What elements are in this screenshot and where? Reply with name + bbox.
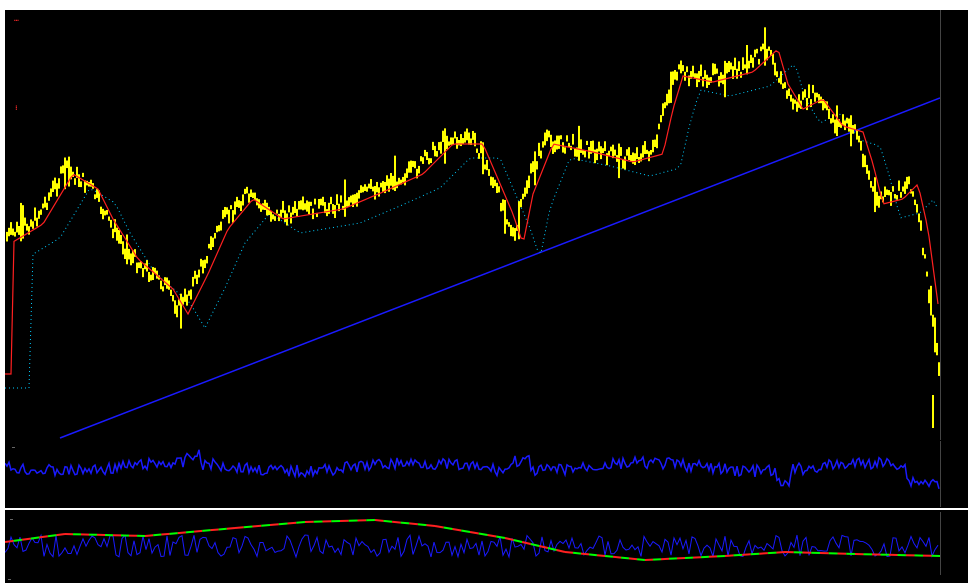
lower-signal-segment <box>22 537 31 541</box>
lower-signal-segment <box>776 551 786 554</box>
lower-signal-segment <box>759 552 768 555</box>
lower-signal-segment <box>443 526 453 530</box>
lower-signal-segment <box>234 526 244 529</box>
lower-signal-segment <box>210 528 219 532</box>
lower-signal-segment <box>185 530 195 534</box>
lower-signal-segment <box>169 532 178 535</box>
lower-signal-segment <box>383 519 393 523</box>
time-axis <box>5 575 940 583</box>
lower-signal-segment <box>636 558 646 561</box>
oscillator-pane[interactable] <box>5 441 940 507</box>
lower-signal-segment <box>392 520 401 524</box>
oscillator-label: … <box>12 444 16 450</box>
lower-signal-segment <box>218 527 227 531</box>
lower-indicator-label: … <box>10 516 14 522</box>
lower-signal-segment <box>496 535 506 539</box>
lower-signal-segment <box>547 547 557 551</box>
slow-moving-average <box>5 64 938 389</box>
lower-signal-segment <box>194 529 203 533</box>
oscillator-scale[interactable] <box>940 441 968 507</box>
lower-signal-segment <box>556 549 566 553</box>
main-chart-pane[interactable] <box>5 10 940 440</box>
lower-indicator-pane[interactable] <box>5 512 940 575</box>
lower-signal-segment <box>287 521 297 525</box>
lower-signal-segment <box>612 555 622 559</box>
lower-signal-segment <box>153 533 162 537</box>
lower-signal-segment <box>504 537 514 541</box>
lower-signal-segment <box>513 539 523 543</box>
lower-signal-segment <box>564 551 574 554</box>
indicator-name: … <box>14 14 19 23</box>
lower-signal-segment <box>177 531 186 535</box>
lower-signal-segment <box>252 524 262 528</box>
price-scale[interactable] <box>940 10 968 440</box>
lower-signal-segment <box>5 539 14 543</box>
window-left-border <box>0 0 5 583</box>
lower-signal-segment <box>580 552 590 556</box>
lower-signal-segment <box>296 521 306 524</box>
lower-signal-segment <box>461 529 471 533</box>
vertical-indicator-label: … <box>10 105 19 110</box>
lower-signal-segment <box>742 553 751 556</box>
lower-indicator-chart <box>5 519 940 561</box>
lower-signal-segment <box>724 554 734 557</box>
lower-signal-segment <box>572 551 582 555</box>
price-chart <box>5 27 940 439</box>
oscillator-chart <box>5 449 940 490</box>
trendline[interactable] <box>59 97 940 439</box>
lower-signal-segment <box>539 545 549 549</box>
lower-signal-segment <box>596 554 606 557</box>
time-axis-label: … <box>8 576 12 582</box>
lower-signal-segment <box>374 519 384 522</box>
lower-signal-segment <box>144 534 154 537</box>
lower-signal-segment <box>426 524 436 527</box>
lower-signal-segment <box>202 529 211 532</box>
lower-signal-segment <box>269 523 279 526</box>
lower-signal-segment <box>409 522 418 526</box>
lower-signal-segment <box>434 525 444 529</box>
lower-signal-segment <box>261 524 271 527</box>
symbol-info: … <box>4 2 8 9</box>
lower-signal-segment <box>417 523 427 527</box>
lower-signal-segment <box>521 541 531 545</box>
lower-signal-segment <box>56 533 66 537</box>
lower-signal-segment <box>400 521 410 525</box>
lower-signal-segment <box>750 552 760 556</box>
lower-signal-segment <box>487 534 497 538</box>
lower-signal-segment <box>13 538 23 542</box>
window-top-border <box>0 0 968 10</box>
fast-moving-average <box>5 50 939 375</box>
lower-signal-segment <box>733 553 743 557</box>
lower-signal-segment <box>588 553 598 557</box>
lower-indicator-line <box>5 533 939 559</box>
lower-signal-segment <box>452 528 462 532</box>
lower-indicator-scale[interactable] <box>940 512 968 575</box>
lower-signal-segment <box>767 551 777 555</box>
lower-signal-segment <box>628 557 638 561</box>
lower-signal-segment <box>604 555 614 558</box>
lower-signal-segment <box>478 532 488 536</box>
lower-signal-segment <box>161 532 170 536</box>
lower-signal-segment <box>243 525 253 529</box>
oscillator-line <box>5 449 940 490</box>
lower-signal-segment <box>39 535 48 539</box>
lower-signal-segment <box>226 527 236 530</box>
lower-signal-segment <box>530 543 540 547</box>
lower-signal-segment <box>620 556 630 560</box>
lower-signal-segment <box>30 536 40 540</box>
lower-signal-segment <box>278 522 288 526</box>
pane-separator[interactable] <box>5 508 968 510</box>
lower-signal-segment <box>469 531 479 535</box>
lower-signal-segment <box>47 534 57 538</box>
